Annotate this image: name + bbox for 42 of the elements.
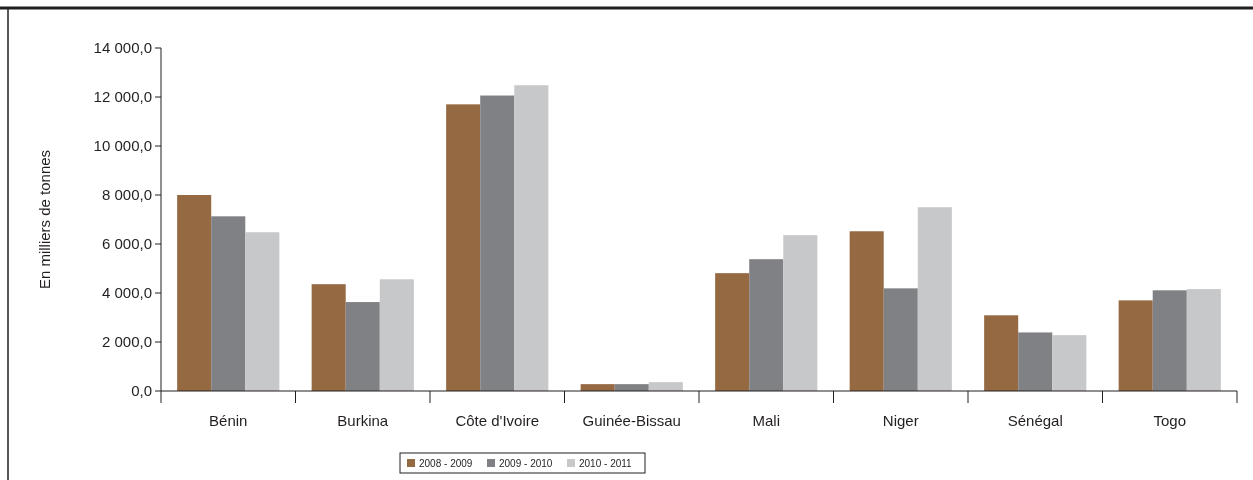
bar <box>1052 335 1087 391</box>
bar <box>749 259 784 391</box>
bar <box>177 195 212 391</box>
bar <box>211 216 246 391</box>
bar <box>379 279 414 391</box>
bar <box>311 284 346 391</box>
bar <box>1152 290 1187 391</box>
x-tick-label: Niger <box>882 412 919 429</box>
x-tick-label: Guinée-Bissau <box>582 412 681 429</box>
y-tick-label: 8 000,0 <box>101 186 152 204</box>
legend-label: 2009 - 2010 <box>499 457 553 469</box>
bar <box>917 207 952 391</box>
x-tick-label: Togo <box>1153 412 1187 429</box>
x-tick-label: Côte d'Ivoire <box>455 412 540 429</box>
y-tick-label: 12 000,0 <box>93 88 152 106</box>
bar <box>1186 289 1221 391</box>
bar <box>1118 300 1153 391</box>
bar <box>783 235 818 391</box>
bar <box>446 104 481 391</box>
legend-label: 2008 - 2009 <box>419 457 473 469</box>
x-tick-label: Burkina <box>337 412 389 429</box>
y-tick-label: 6 000,0 <box>101 235 152 253</box>
bar <box>648 382 683 391</box>
y-tick-label: 4 000,0 <box>101 284 152 302</box>
x-tick-label: Bénin <box>209 412 248 429</box>
x-tick-label: Sénégal <box>1007 412 1063 429</box>
bar <box>883 288 918 391</box>
legend-label: 2010 - 2011 <box>579 457 633 469</box>
bar <box>514 85 549 391</box>
bar <box>480 95 515 391</box>
y-tick-label: 14 000,0 <box>93 39 152 57</box>
y-tick-label: 2 000,0 <box>101 333 152 351</box>
bar <box>984 315 1019 391</box>
y-axis-title: En milliers de tonnes <box>36 149 53 290</box>
bar <box>849 231 884 391</box>
y-tick-label: 10 000,0 <box>93 137 152 155</box>
x-tick-label: Mali <box>752 412 781 429</box>
bar <box>1018 332 1053 391</box>
bar <box>245 232 280 391</box>
bar <box>345 302 380 391</box>
y-tick-label: 0,0 <box>131 382 152 400</box>
bar <box>715 273 750 391</box>
